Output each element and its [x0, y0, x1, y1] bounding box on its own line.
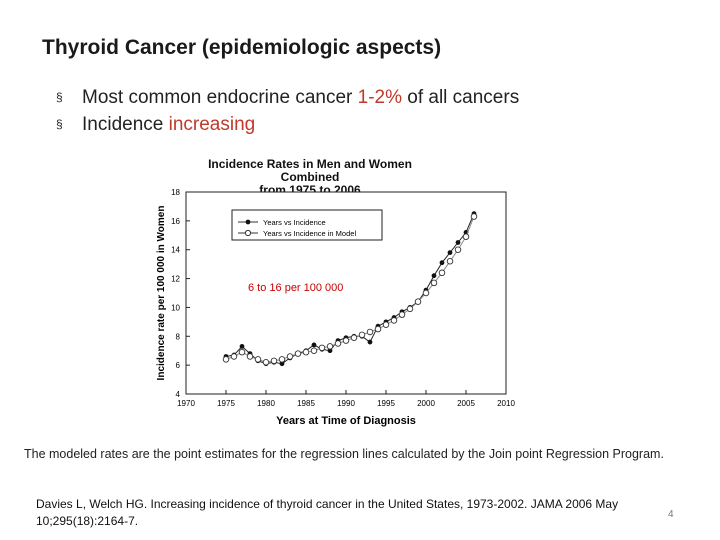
bullet-text: Incidence: [82, 114, 169, 135]
page-number: 4: [668, 509, 674, 520]
data-point-model: [302, 348, 310, 356]
data-point-model: [358, 331, 366, 339]
bullet-item: § Incidence increasing: [56, 111, 519, 138]
data-point-model: [446, 258, 454, 265]
chart-annotation: 6 to 16 per 100 000: [248, 282, 343, 294]
data-point-model: [350, 334, 358, 341]
data-point-model: [462, 233, 470, 240]
y-tick-label: 12: [171, 275, 180, 284]
legend-label: Years vs Incidence: [263, 218, 326, 227]
chart-title-line: Incidence Rates in Men and Women Combine…: [208, 157, 412, 184]
data-point-model: [398, 311, 406, 318]
incidence-chart: 4 6 8 10 12 14 16 18 1970 1975 1980 1985 1990 1995 200…: [156, 188, 515, 427]
data-point-model: [270, 357, 278, 365]
x-axis-label: Years at Time of Diagnosis: [276, 415, 416, 427]
data-point-model: [422, 289, 430, 297]
bullet-highlight: increasing: [168, 114, 256, 135]
bullet-text-tail: of all cancers: [401, 87, 520, 108]
y-tick-label: 10: [171, 303, 180, 312]
y-tick-label: 6: [176, 361, 181, 370]
data-point-model: [278, 356, 286, 363]
bullet-highlight: 1-2%: [357, 87, 402, 108]
method-note: The modeled rates are the point estimate…: [24, 447, 664, 461]
data-point-model: [294, 350, 302, 357]
citation: Davies L, Welch HG. Increasing incidence…: [36, 497, 619, 528]
data-point-model: [310, 347, 318, 354]
data-point-model: [366, 328, 374, 336]
data-point-model: [222, 356, 230, 363]
data-point-observed: [439, 260, 445, 266]
y-tick-label: 4: [176, 390, 181, 399]
data-point-model: [230, 353, 238, 360]
legend-marker-filled: [245, 219, 251, 225]
y-axis-label: Incidence rate per 100 000 in Women: [156, 206, 167, 381]
x-tick-label: 1990: [337, 399, 355, 408]
data-point-model: [254, 356, 262, 363]
x-tick-label: 2005: [457, 399, 475, 408]
data-point-model: [430, 279, 438, 287]
y-tick-label: 18: [171, 188, 180, 197]
x-tick-label: 1980: [257, 399, 275, 408]
data-point-model: [414, 298, 422, 305]
bullet-square-icon: §: [56, 117, 63, 131]
data-point-model: [390, 317, 398, 324]
x-tick-label: 2000: [417, 399, 435, 408]
y-tick-label: 8: [176, 332, 181, 341]
legend-marker-open: [244, 229, 252, 237]
data-point-model: [286, 353, 294, 360]
data-point-model: [374, 325, 382, 333]
x-tick-label: 2010: [497, 399, 515, 408]
data-point-model: [454, 246, 462, 253]
data-point-model: [342, 337, 350, 344]
data-point-observed: [239, 343, 245, 349]
legend-box: [231, 209, 383, 241]
bullet-item: § Most common endocrine cancer 1-2% of al…: [56, 84, 519, 111]
bullet-text: Most common endocrine cancer: [82, 87, 358, 108]
data-point-observed: [431, 273, 437, 279]
y-tick-label: 16: [171, 217, 180, 226]
data-point-model: [238, 348, 246, 356]
data-point-observed: [279, 361, 285, 367]
data-point-observed: [311, 342, 317, 348]
data-point-model: [334, 340, 342, 347]
data-point-model: [246, 353, 254, 360]
data-point-model: [382, 321, 390, 328]
y-tick-label: 14: [171, 246, 180, 255]
x-tick-label: 1975: [217, 399, 235, 408]
data-point-observed: [447, 250, 453, 255]
bullet-list: § Most common endocrine cancer 1-2% of al…: [56, 84, 519, 138]
x-tick-label: 1995: [377, 399, 395, 408]
data-point-model: [262, 359, 270, 366]
data-point-observed: [367, 339, 373, 345]
data-point-model: [470, 213, 478, 220]
data-point-observed: [327, 348, 333, 354]
legend-label: Years vs Incidence in Model: [263, 229, 356, 238]
data-point-model: [318, 344, 326, 352]
bullet-square-icon: §: [56, 90, 63, 104]
slide-title: Thyroid Cancer (epidemiologic aspects): [42, 36, 442, 59]
data-point-model: [326, 343, 334, 350]
data-point-model: [406, 305, 414, 313]
x-tick-label: 1970: [177, 399, 195, 408]
data-point-observed: [455, 240, 461, 245]
x-tick-label: 1985: [297, 399, 315, 408]
data-point-model: [438, 269, 446, 277]
